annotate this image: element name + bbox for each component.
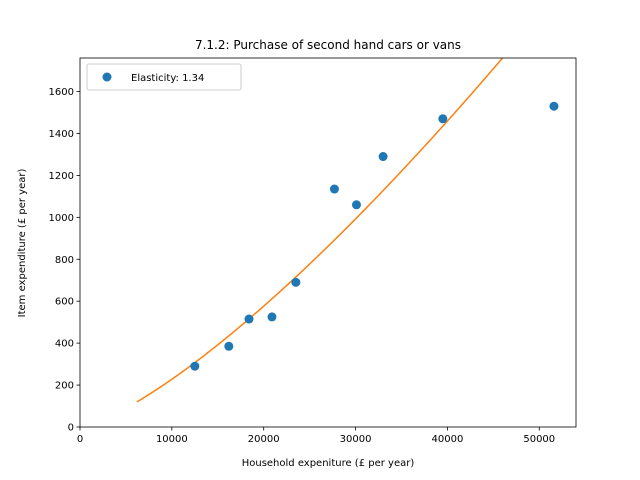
x-tick-label: 20000 [248,434,280,445]
data-point [267,312,277,322]
x-tick-label: 0 [77,434,83,445]
y-tick-label: 600 [55,297,74,308]
x-tick-label: 50000 [523,434,555,445]
y-tick-label: 800 [55,255,74,266]
y-tick-label: 1600 [49,87,74,98]
data-point [329,184,339,194]
y-tick-label: 1400 [49,129,74,140]
data-point [351,200,361,210]
x-tick-label: 30000 [340,434,372,445]
fit-curve [136,58,504,403]
legend-marker [102,72,112,82]
y-axis-label: Item expenditure (£ per year) [17,169,28,318]
data-point [244,314,254,324]
legend-label: Elasticity: 1.34 [131,73,204,84]
legend: Elasticity: 1.34 [86,63,242,91]
y-tick-label: 400 [55,339,74,350]
plot-area: 0 10000 20000 30000 40000 50000 0 200 400 600 800 1… [49,57,577,445]
data-point [291,277,301,287]
x-axis-label: Household expeniture (£ per year) [242,458,415,469]
data-point [549,101,559,111]
y-tick-label: 1000 [49,213,74,224]
data-point [438,114,448,124]
data-point [378,152,388,162]
x-tick-label: 40000 [432,434,464,445]
x-tick-label: 10000 [156,434,188,445]
data-point [224,341,234,351]
data-point [190,361,200,371]
plot-frame [79,57,577,428]
y-tick-label: 200 [55,381,74,392]
chart-title: 7.1.2: Purchase of second hand cars or v… [195,38,461,52]
y-tick-label: 1200 [49,171,74,182]
y-tick-label: 0 [68,423,74,434]
legend-box [86,63,242,91]
